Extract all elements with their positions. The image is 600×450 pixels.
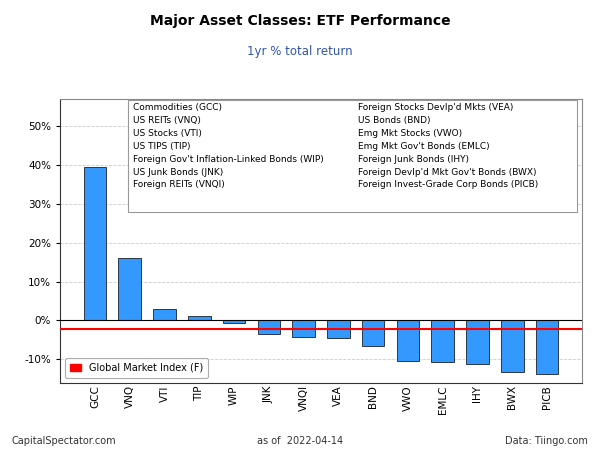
Bar [292,320,315,337]
Bar [223,320,245,324]
Bar [536,320,558,374]
Legend: Global Market Index (F): Global Market Index (F) [65,358,208,378]
Text: Commodities (GCC)
US REITs (VNQ)
US Stocks (VTI)
US TIPS (TIP)
Foreign Gov't Inf: Commodities (GCC) US REITs (VNQ) US Stoc… [133,103,324,189]
Bar [84,167,106,320]
Bar [188,316,211,320]
FancyBboxPatch shape [128,100,577,212]
Bar [118,258,141,320]
Bar [466,320,489,364]
Bar [153,309,176,320]
Bar [431,320,454,362]
Bar [501,320,524,372]
Text: CapitalSpectator.com: CapitalSpectator.com [12,436,116,446]
Text: 1yr % total return: 1yr % total return [247,45,353,58]
Text: Foreign Stocks Devlp'd Mkts (VEA)
US Bonds (BND)
Emg Mkt Stocks (VWO)
Emg Mkt Go: Foreign Stocks Devlp'd Mkts (VEA) US Bon… [358,103,538,189]
Text: as of  2022-04-14: as of 2022-04-14 [257,436,343,446]
Text: Data: Tiingo.com: Data: Tiingo.com [505,436,588,446]
Text: Major Asset Classes: ETF Performance: Major Asset Classes: ETF Performance [149,14,451,27]
Bar [327,320,350,338]
Bar [397,320,419,361]
Bar [362,320,385,346]
Bar [257,320,280,334]
